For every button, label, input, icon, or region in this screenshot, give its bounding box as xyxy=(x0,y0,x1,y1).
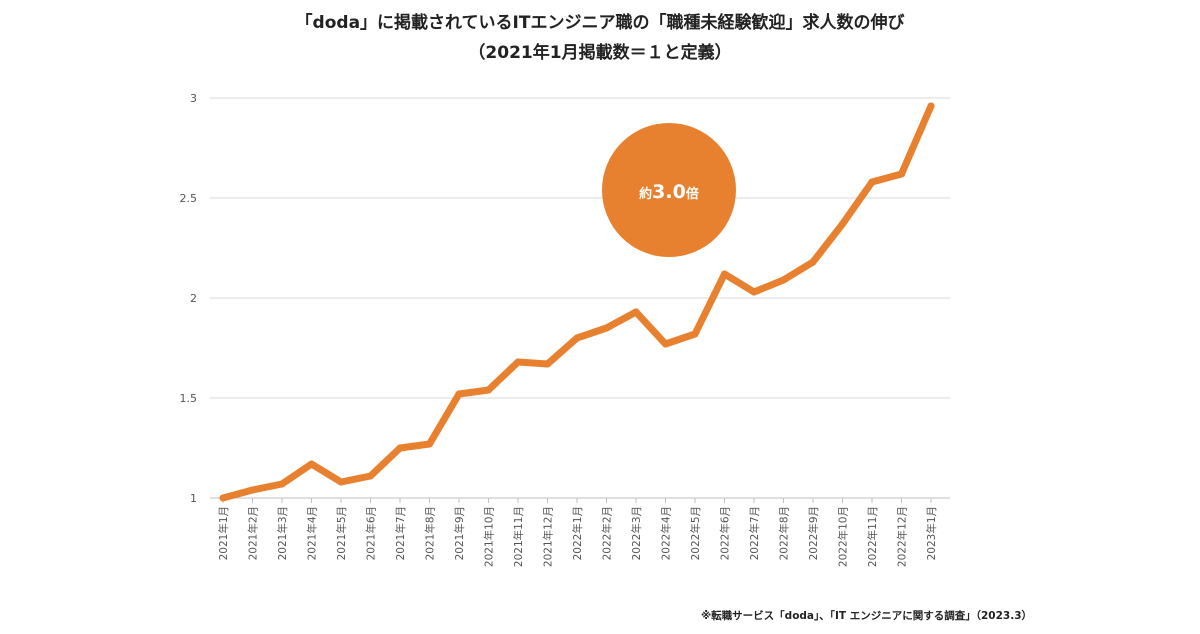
chart-title: 「doda」に掲載されているITエンジニア職の「職種未経験歓迎」求人数の伸び xyxy=(295,13,905,33)
annotation-value: 3.0 xyxy=(652,181,686,203)
data-point xyxy=(485,386,492,394)
data-point xyxy=(691,330,699,338)
x-tick-label: 2021年12月 xyxy=(542,506,555,567)
x-tick-label: 2023年1月 xyxy=(925,506,938,560)
x-tick-label: 2022年11月 xyxy=(866,506,879,567)
x-tick-label: 2021年7月 xyxy=(394,506,407,560)
y-tick-label: 3 xyxy=(190,92,197,105)
data-point xyxy=(426,440,433,448)
data-point xyxy=(337,478,345,486)
y-tick-label: 1.5 xyxy=(180,392,198,405)
data-point xyxy=(721,270,728,278)
data-point xyxy=(573,334,581,342)
x-tick-label: 2021年1月 xyxy=(217,506,230,560)
y-tick-label: 2.5 xyxy=(180,192,198,205)
data-point xyxy=(839,220,846,228)
x-tick-label: 2021年11月 xyxy=(512,506,525,567)
data-point xyxy=(514,358,522,366)
annotation-label: 約3.0倍 xyxy=(639,181,699,203)
data-point xyxy=(544,360,551,368)
x-tick-label: 2022年10月 xyxy=(837,506,850,567)
x-tick-label: 2021年6月 xyxy=(365,506,378,560)
series-line xyxy=(219,102,935,502)
x-tick-label: 2021年4月 xyxy=(306,506,319,560)
x-tick-label: 2022年8月 xyxy=(778,506,791,560)
data-point xyxy=(662,340,669,348)
x-tick-label: 2022年5月 xyxy=(689,506,702,560)
source-note: ※転職サービス「doda」、「IT エンジニアに関する調査」（2023.3） xyxy=(700,610,1032,622)
x-tick-label: 2021年10月 xyxy=(483,506,496,567)
annotation-circle xyxy=(602,123,736,257)
x-tick-label: 2022年2月 xyxy=(601,506,614,560)
x-tick-label: 2022年3月 xyxy=(630,506,643,560)
x-tick-label: 2022年12月 xyxy=(896,506,909,567)
data-point xyxy=(308,460,315,468)
data-point xyxy=(367,472,374,480)
x-tick-label: 2021年5月 xyxy=(335,506,348,560)
x-tick-label: 2021年8月 xyxy=(424,506,437,560)
x-tick-label: 2021年9月 xyxy=(453,506,466,560)
data-point xyxy=(603,324,610,332)
data-point xyxy=(396,444,404,452)
data-point xyxy=(455,390,463,398)
data-point xyxy=(750,288,758,296)
x-tick-label: 2022年9月 xyxy=(807,506,820,560)
y-tick-label: 2 xyxy=(190,292,197,305)
data-point xyxy=(278,480,286,488)
data-point xyxy=(632,308,640,316)
data-point xyxy=(219,494,227,502)
annotation-prefix: 約 xyxy=(639,186,652,202)
x-tick-label: 2022年4月 xyxy=(660,506,673,560)
data-point xyxy=(780,276,787,284)
data-point xyxy=(898,170,905,178)
annotation-suffix: 倍 xyxy=(686,186,699,202)
data-point xyxy=(249,486,256,494)
chart-subtitle: （2021年1月掲載数＝１と定義） xyxy=(468,43,732,63)
x-tick-label: 2021年2月 xyxy=(247,506,260,560)
x-tick-label: 2022年7月 xyxy=(748,506,761,560)
x-tick-label: 2022年6月 xyxy=(719,506,732,560)
y-tick-label: 1 xyxy=(190,492,197,505)
data-point xyxy=(927,102,935,110)
x-tick-label: 2022年1月 xyxy=(571,506,584,560)
data-point xyxy=(809,258,817,266)
data-point xyxy=(868,178,876,186)
x-tick-label: 2021年3月 xyxy=(276,506,289,560)
